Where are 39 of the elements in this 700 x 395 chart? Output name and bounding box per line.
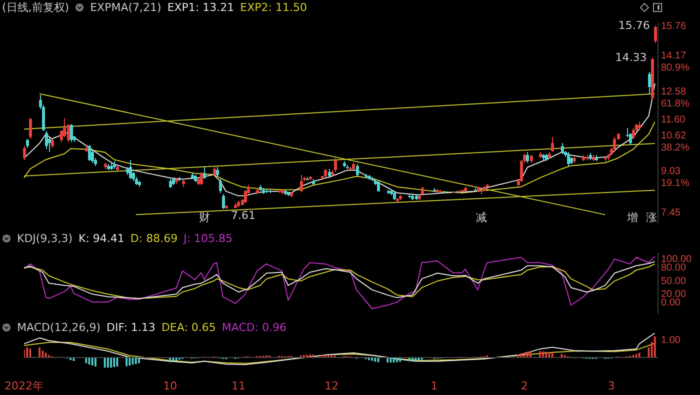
x-tick-label: 2022年 [4,379,44,392]
text: D: 88.69 [130,232,178,244]
y-tick-label: 20.00 [661,288,686,300]
y-tick-label: 10.62 38.2% [661,130,690,154]
text: K: 94.41 [78,232,124,244]
annotation: 减 [476,210,488,224]
annotation: 涨 [646,210,658,224]
chart-title: MACD(12,26,9) [17,320,101,334]
y-tick-label: 15.76 [661,20,686,32]
y-tick-label: 9.03 19.1% [661,166,690,190]
y-tick-label: 11.60 [661,114,686,126]
text: EXP2: 11.50 [240,0,307,14]
annotation: 7.61 [231,209,256,222]
x-tick-label: 10 [163,379,178,392]
annotation: 14.33 [615,51,647,64]
annotation: 增 [626,210,638,224]
chart-subtitle: EXPMA(7,21) [90,0,162,14]
y-tick-label: 0.00 [661,298,681,309]
chart-title: (日线,前复权) [2,0,70,14]
x-tick-label: 2 [520,379,528,392]
x-tick-label: 12 [324,379,339,392]
annotation: 财 [199,210,210,224]
y-tick-label: 100.00 [661,254,692,265]
text: EXP1: 13.21 [167,0,234,14]
text: J: 105.85 [184,232,233,244]
text: MACD: 0.96 [222,320,287,334]
y-tick-label: 12.58 61.8% [661,86,690,110]
y-tick-label: 14.17 80.9% [661,50,690,74]
chart-title: KDJ(9,3,3) [17,232,72,244]
series-label: DIF: 1.13 [106,320,156,334]
text: DEA: 0.65 [161,320,216,334]
x-tick-label: 11 [231,379,246,392]
x-tick-label: 3 [608,379,615,392]
x-tick-label: 1 [430,379,438,392]
y-tick-label: 7.45 [661,208,681,219]
y-tick-label: 50.00 [661,276,686,287]
y-tick-label: 80.00 [661,262,686,274]
annotation: 15.76 [618,19,650,32]
text: 1.00 [661,335,681,346]
